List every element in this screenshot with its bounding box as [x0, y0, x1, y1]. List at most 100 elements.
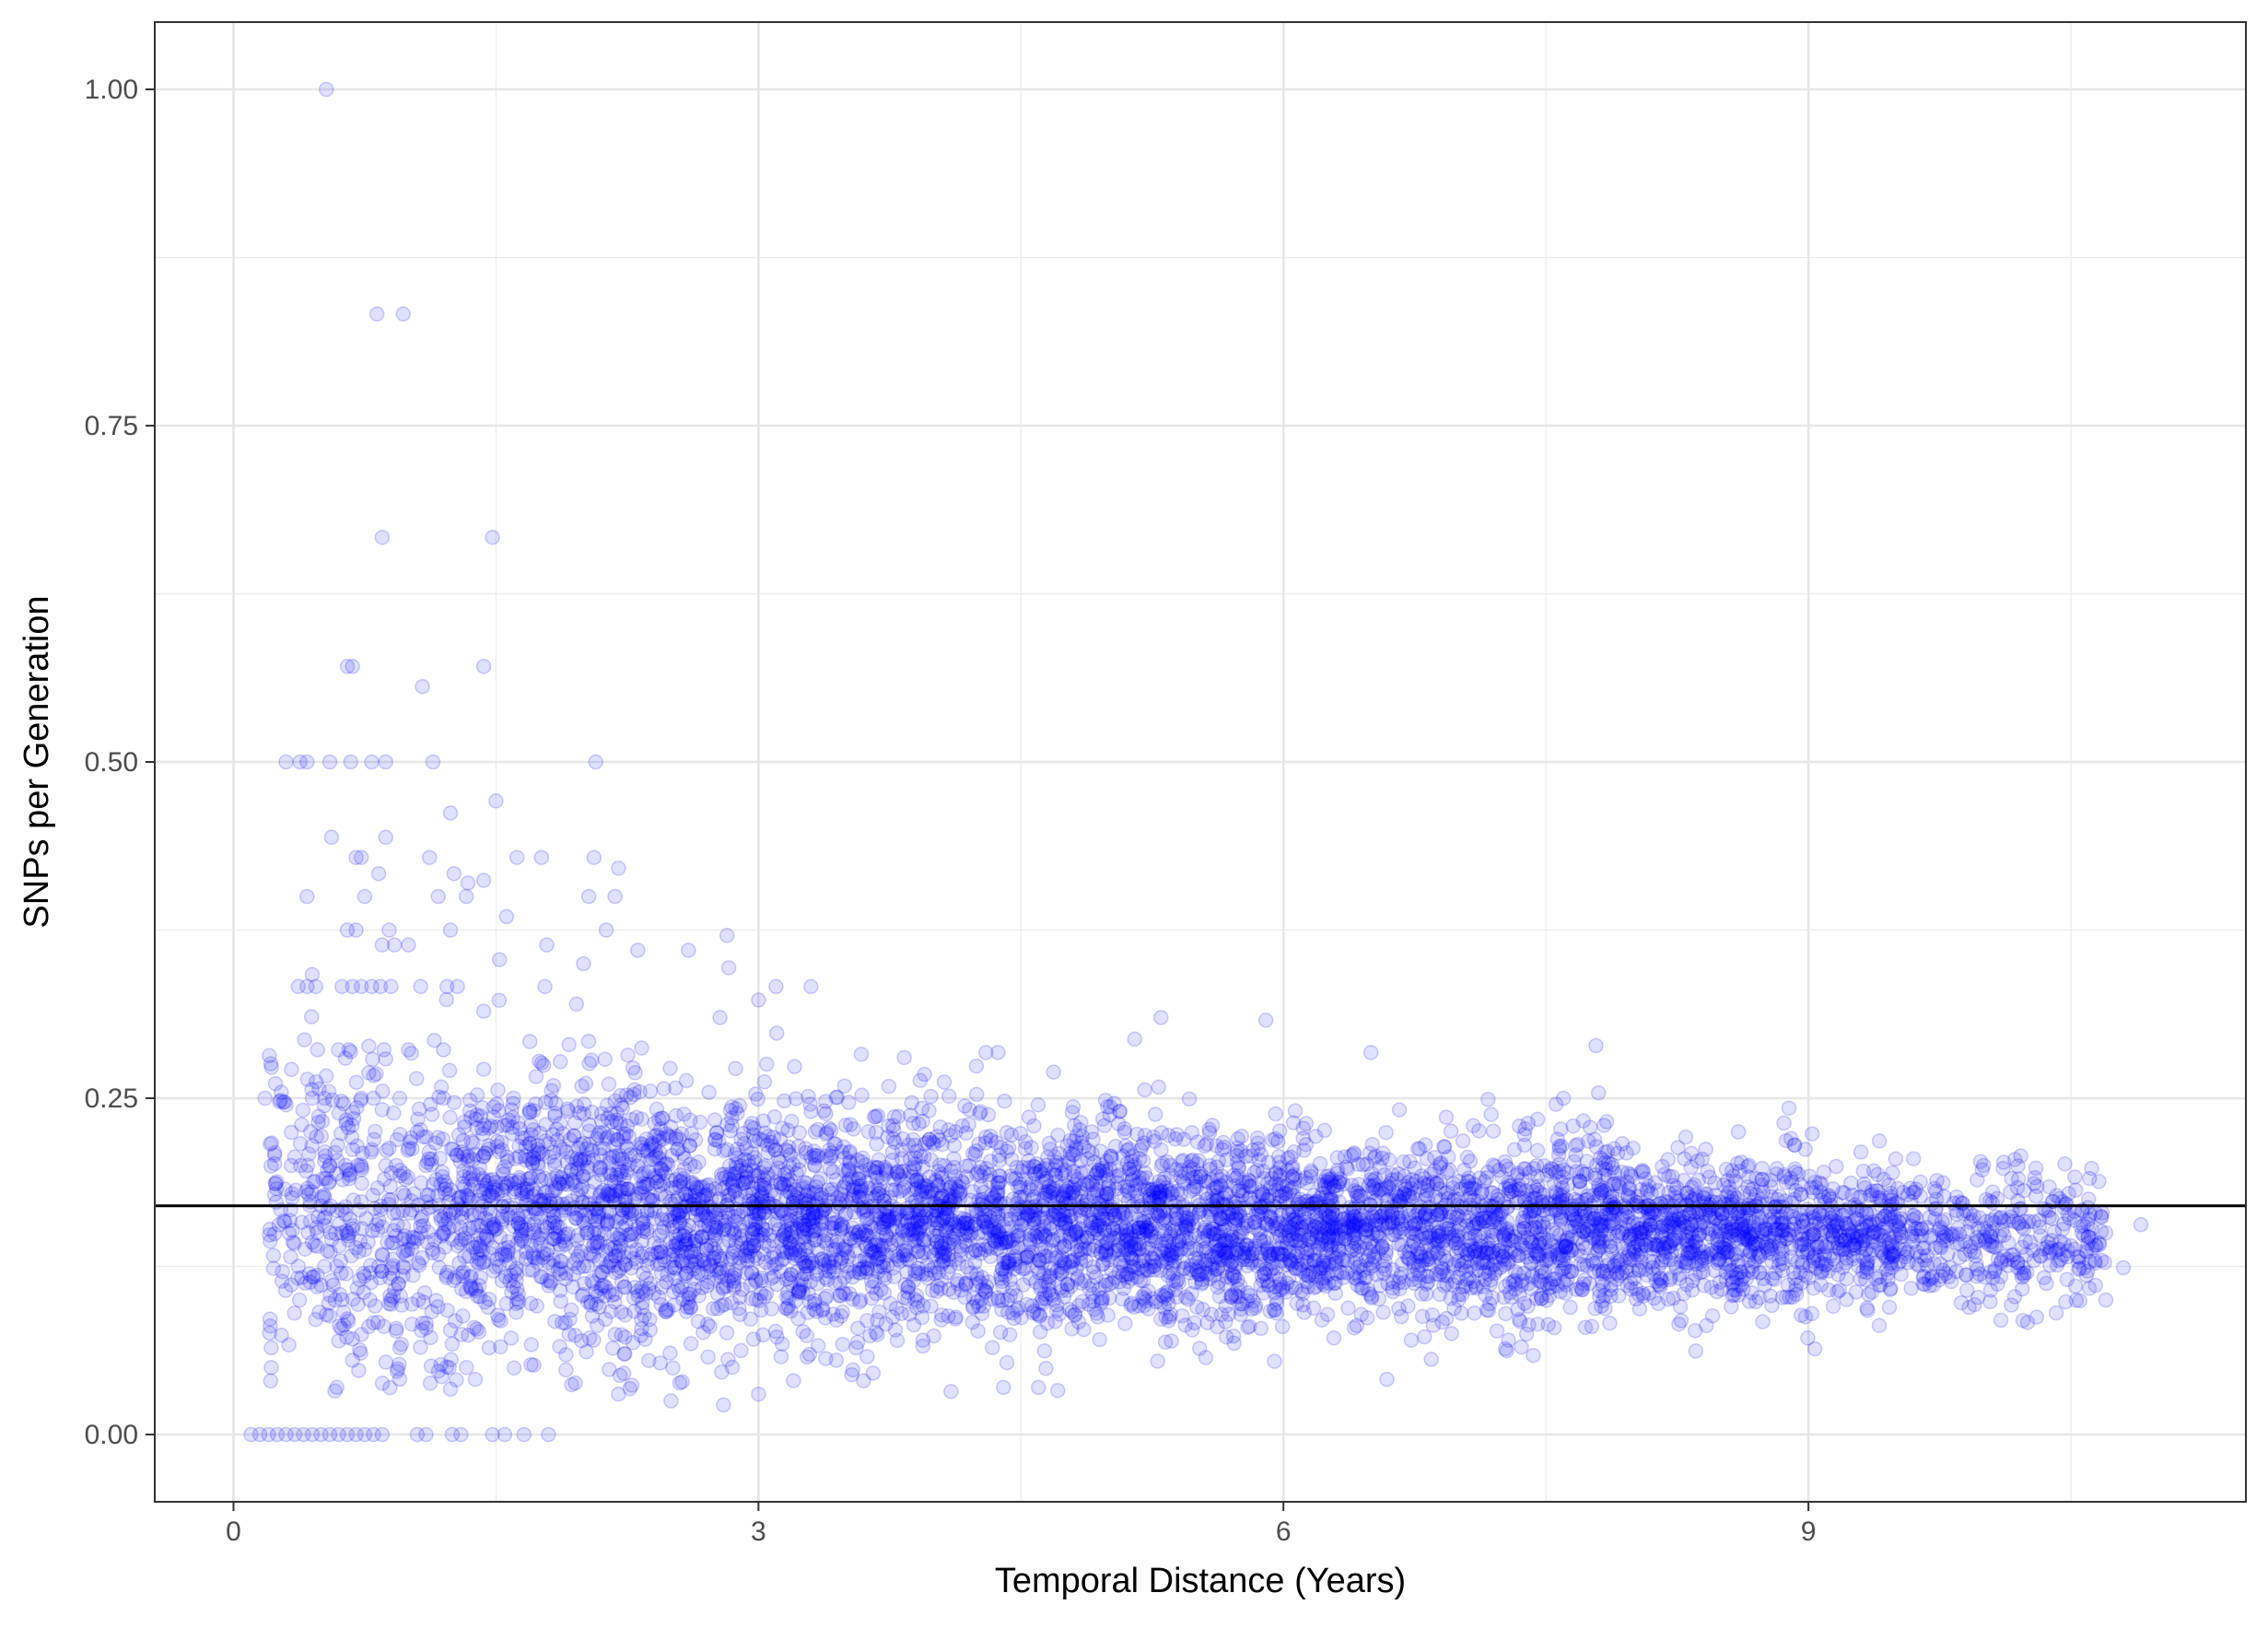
data-point	[958, 1235, 972, 1248]
data-point	[1065, 1322, 1079, 1336]
data-point	[715, 1365, 729, 1379]
data-point	[1176, 1255, 1190, 1269]
data-point	[1244, 1289, 1257, 1303]
data-point	[966, 1300, 980, 1314]
data-point	[974, 1105, 988, 1119]
data-point	[829, 1353, 843, 1367]
data-point	[1155, 1288, 1169, 1302]
data-point	[734, 1224, 748, 1237]
data-point	[942, 1089, 956, 1103]
data-point	[460, 1284, 473, 1298]
data-point	[1037, 1344, 1051, 1358]
data-point	[854, 1181, 868, 1195]
data-point	[1091, 1310, 1105, 1324]
data-point	[836, 1181, 850, 1195]
data-point	[567, 1257, 580, 1271]
data-point	[1068, 1308, 1081, 1322]
data-point	[970, 1267, 984, 1281]
data-point	[1086, 1287, 1100, 1301]
data-point	[1012, 1228, 1026, 1242]
data-point	[311, 1116, 325, 1130]
data-point	[777, 1251, 791, 1265]
data-point	[424, 1376, 438, 1390]
data-point	[504, 1331, 518, 1345]
data-point	[598, 1289, 612, 1303]
data-point	[749, 1223, 763, 1236]
data-point	[895, 1152, 909, 1165]
data-point	[349, 1075, 363, 1089]
data-point	[847, 1122, 860, 1136]
data-point	[915, 1311, 929, 1325]
data-point	[1120, 1229, 1134, 1243]
data-point	[431, 1300, 445, 1314]
data-point	[1206, 1119, 1220, 1132]
data-point	[1143, 1196, 1157, 1210]
data-point	[915, 1197, 929, 1211]
data-point	[1354, 1307, 1368, 1321]
data-point	[1093, 1333, 1106, 1347]
data-point	[603, 1256, 617, 1270]
data-point	[601, 1111, 614, 1125]
data-point	[616, 1130, 630, 1144]
data-point	[1269, 1306, 1283, 1320]
data-point	[293, 1294, 307, 1307]
data-point	[1183, 1092, 1197, 1106]
data-point	[1440, 1312, 1454, 1326]
data-point	[264, 1361, 278, 1375]
data-point	[467, 1208, 481, 1222]
data-point	[482, 1142, 496, 1156]
data-point	[1526, 1349, 1540, 1363]
data-point	[367, 1069, 380, 1083]
data-point	[268, 1157, 282, 1171]
data-point	[664, 1261, 678, 1275]
data-point	[524, 1338, 538, 1352]
data-point	[1204, 1173, 1218, 1187]
data-point	[669, 1081, 683, 1095]
data-point	[749, 1274, 763, 1288]
data-point	[870, 1126, 883, 1140]
data-point	[336, 1173, 350, 1187]
data-point	[546, 1259, 560, 1273]
data-point	[617, 1366, 631, 1380]
data-point	[1138, 1083, 1152, 1096]
data-point	[1039, 1362, 1053, 1376]
data-point	[524, 1296, 538, 1310]
data-point	[1589, 1038, 1603, 1052]
data-point	[932, 1266, 946, 1280]
data-point	[1200, 1316, 1214, 1329]
data-point	[1215, 1142, 1229, 1156]
data-point	[655, 1162, 669, 1176]
data-point	[263, 1374, 277, 1388]
data-point	[994, 1141, 1008, 1154]
data-point	[1170, 1128, 1184, 1142]
data-point	[709, 1208, 723, 1222]
data-point	[491, 1083, 505, 1097]
data-point	[466, 1241, 480, 1255]
data-point	[331, 1139, 345, 1153]
data-point	[436, 1170, 450, 1184]
data-point	[1029, 1275, 1043, 1289]
data-point	[510, 1236, 524, 1250]
data-point	[1122, 1268, 1136, 1282]
data-point	[852, 1266, 866, 1280]
data-point	[804, 1105, 818, 1119]
data-point	[1228, 1218, 1242, 1232]
data-point	[562, 1037, 576, 1051]
data-point	[499, 1296, 513, 1310]
data-point	[672, 1142, 685, 1155]
data-point	[477, 1004, 491, 1018]
data-point	[1107, 1096, 1121, 1110]
data-point	[672, 1376, 686, 1390]
data-point	[817, 1104, 831, 1118]
data-point	[1251, 1136, 1265, 1150]
data-point	[769, 1325, 783, 1339]
data-point	[1044, 1222, 1058, 1236]
data-point	[463, 1271, 477, 1284]
data-point	[1078, 1242, 1092, 1256]
data-point	[410, 1072, 424, 1085]
data-point	[838, 1208, 852, 1222]
data-point	[1011, 1212, 1025, 1225]
data-point	[1154, 1126, 1168, 1140]
data-point	[1067, 1100, 1081, 1114]
data-point	[591, 1210, 605, 1224]
